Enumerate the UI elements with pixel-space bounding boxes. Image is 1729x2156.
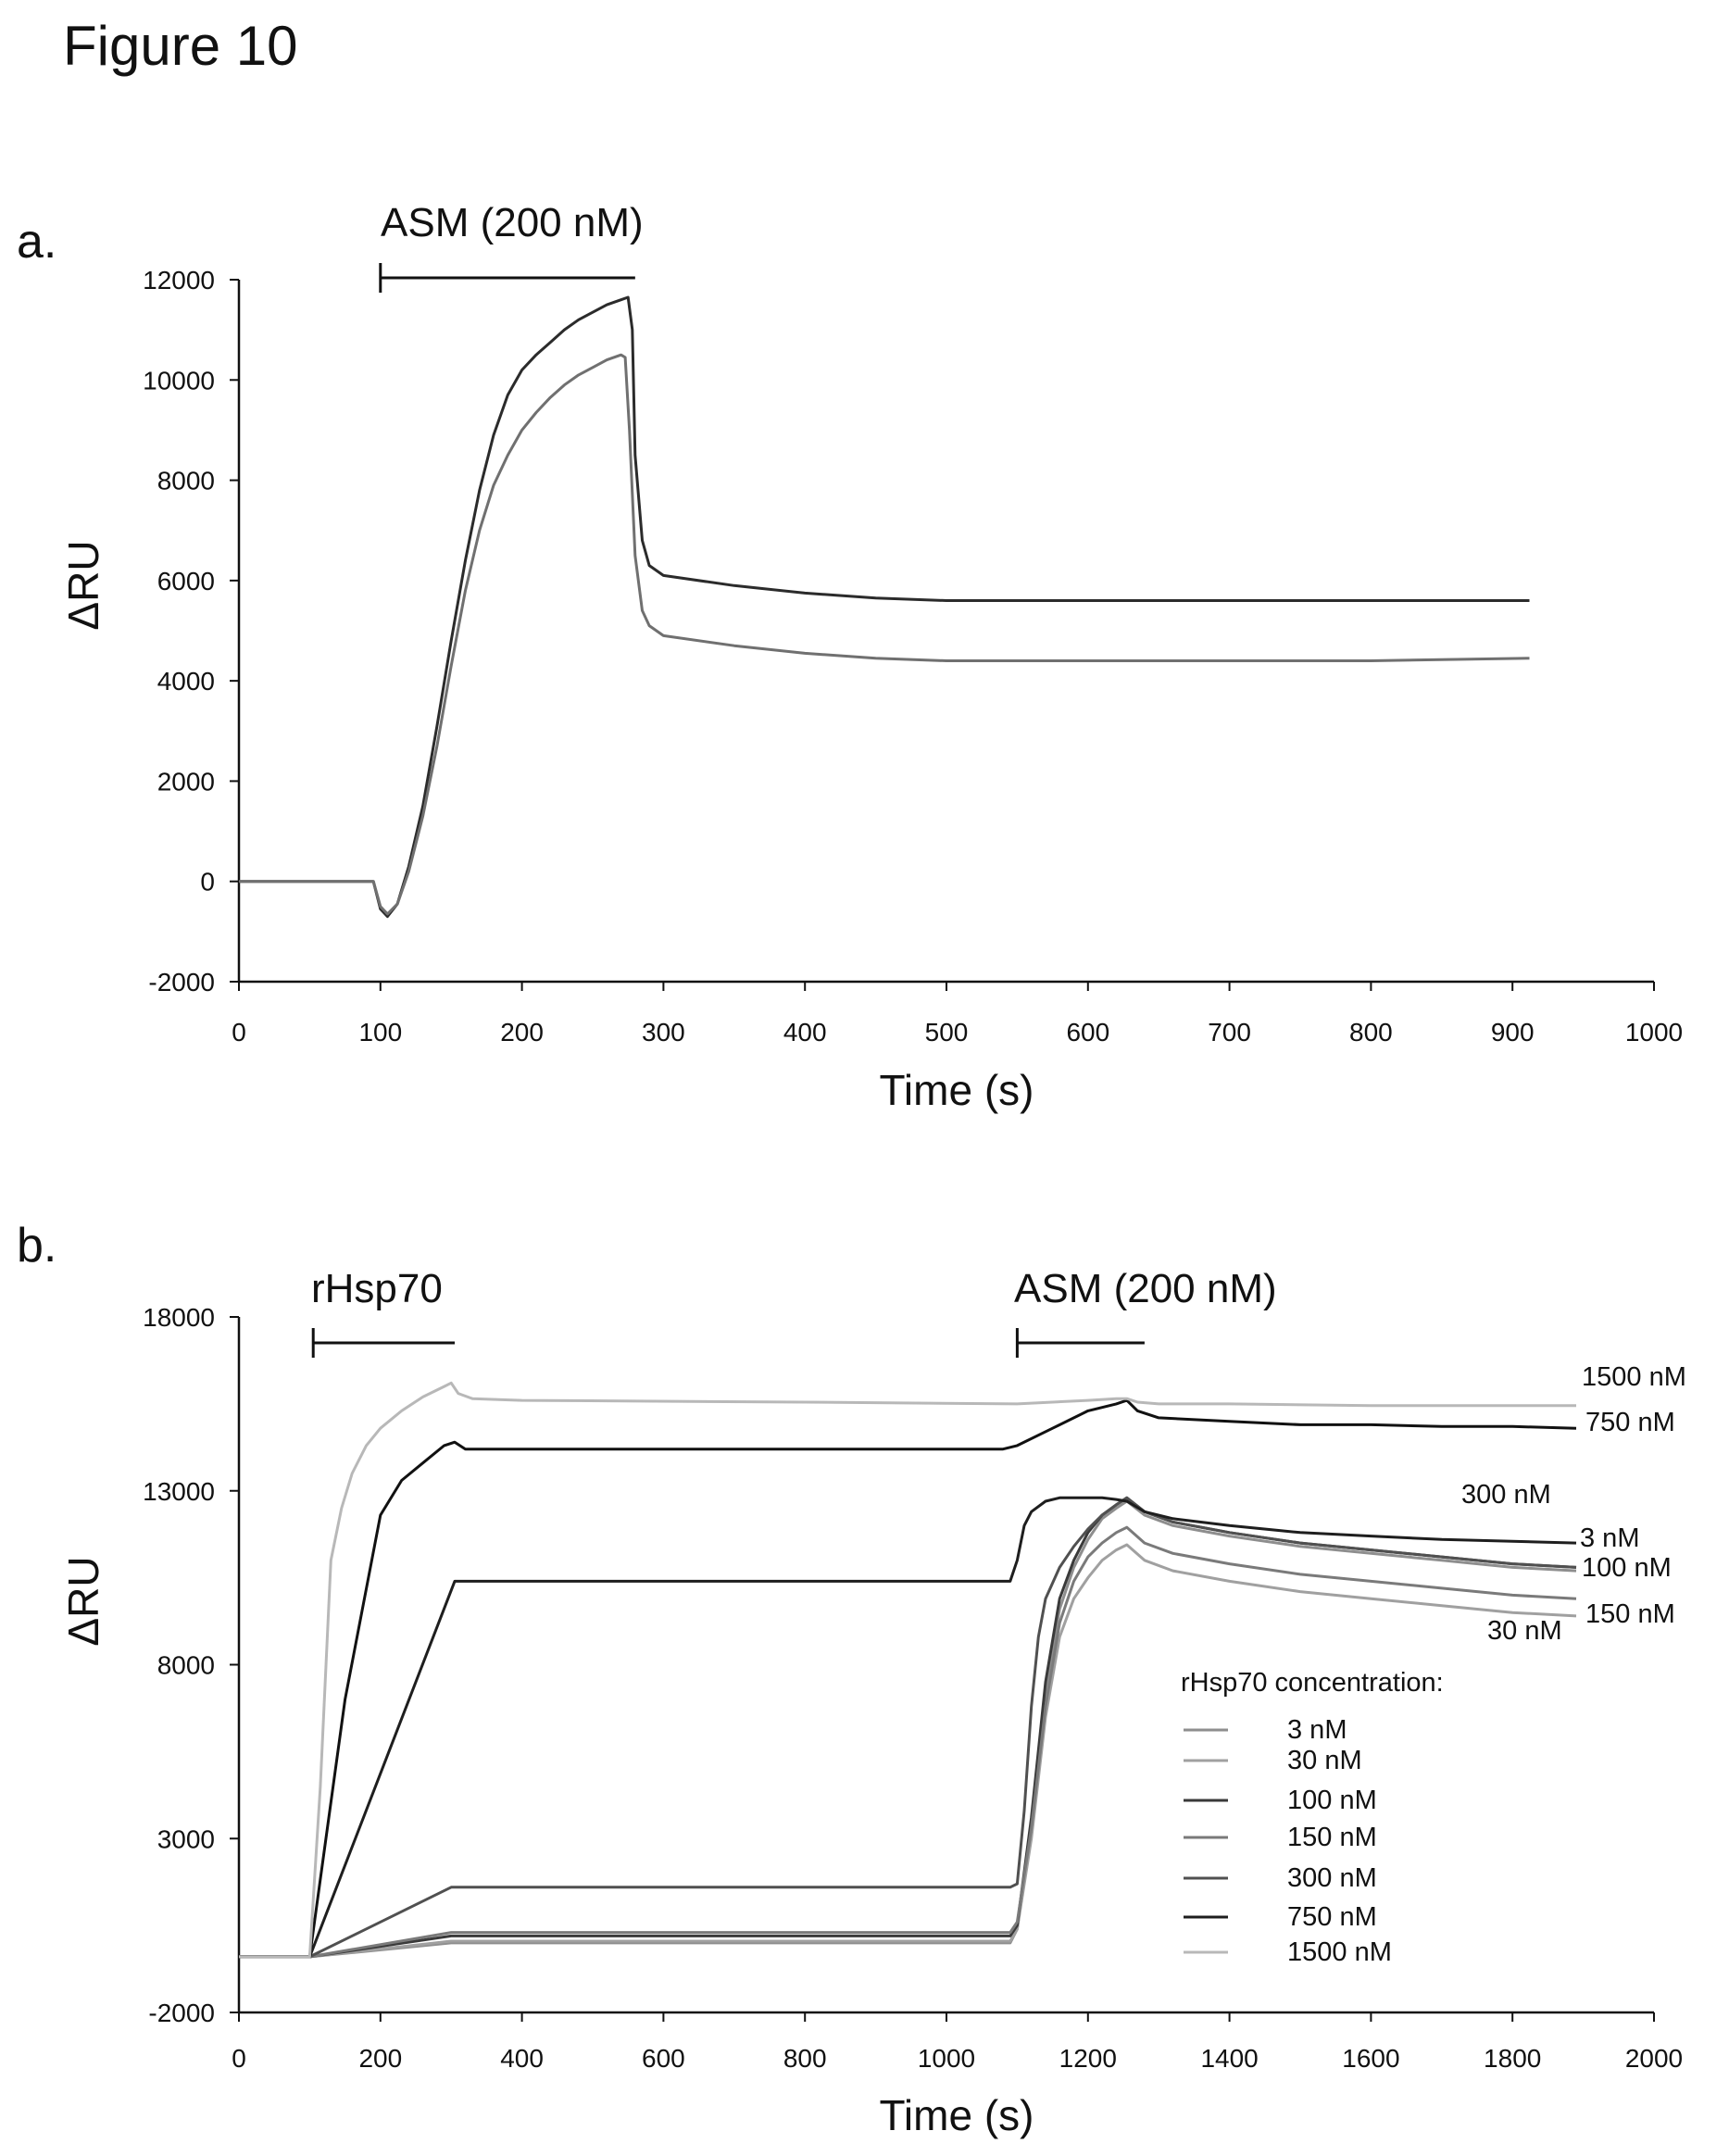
end-label-30nm: 30 nM (1487, 1616, 1562, 1646)
series-line-b-4 (239, 1496, 1577, 1959)
series-line-a-0 (239, 295, 1530, 919)
series-line-a-1 (239, 353, 1530, 916)
legend-label: 750 nM (1287, 1902, 1377, 1932)
x-tick-label: 800 (1349, 1018, 1393, 1047)
x-tick-label: 0 (232, 2044, 246, 2073)
y-tick-label: 12000 (143, 266, 215, 295)
x-tick-label: 1200 (1059, 2044, 1117, 2073)
legend-title: rHsp70 concentration: (1181, 1668, 1444, 1698)
panel-a-asm-annotation: ASM (200 nM) (381, 200, 644, 245)
x-tick-label: 600 (642, 2044, 685, 2073)
x-tick-label: 600 (1066, 1018, 1109, 1047)
x-tick-label: 100 (358, 1018, 402, 1047)
panel-b: b. 0 200 400 600 800 1000 1200 1400 1600 1800 2000… (17, 1219, 1686, 2139)
x-tick-label: 500 (925, 1018, 969, 1047)
panel-b-x-axis-title: Time (s) (880, 2091, 1034, 2139)
panel-a-y-axis-title: ΔRU (59, 540, 107, 630)
x-tick-label: 300 (642, 1018, 685, 1047)
legend-label: 300 nM (1287, 1863, 1377, 1893)
legend-entry-1500nm: 1500 nM (1184, 1937, 1392, 1967)
legend-label: 1500 nM (1287, 1937, 1392, 1967)
panel-a-plot: 0 100 200 300 400 500 600 700 800 900 1000 -2000 0 20… (143, 263, 1683, 1047)
series-line-b-5 (239, 1496, 1577, 1959)
x-tick-label: 700 (1208, 1018, 1251, 1047)
x-tick-label: 400 (500, 2044, 544, 2073)
y-tick-label: 8000 (157, 1651, 215, 1680)
panel-b-label: b. (17, 1219, 56, 1272)
legend-entry-300nm: 300 nM (1184, 1863, 1377, 1893)
panel-b-plot: 0 200 400 600 800 1000 1200 1400 1600 1800 2000 -20… (143, 1303, 1683, 2073)
x-tick-label: 1600 (1342, 2044, 1399, 2073)
legend-label: 100 nM (1287, 1786, 1377, 1815)
x-tick-label: 200 (500, 1018, 544, 1047)
y-tick-label: 13000 (143, 1477, 215, 1506)
end-label-300nm: 300 nM (1461, 1480, 1551, 1510)
y-tick-label: 8000 (157, 467, 215, 495)
y-tick-label: -2000 (148, 1999, 215, 2027)
series-line-b-1 (239, 1543, 1577, 1959)
y-tick-label: 10000 (143, 366, 215, 395)
panel-a-x-axis-title: Time (s) (880, 1066, 1034, 1114)
panel-b-y-axis-title: ΔRU (59, 1556, 107, 1646)
legend-entry-3nm: 3 nM (1184, 1715, 1347, 1745)
x-tick-label: 1800 (1484, 2044, 1541, 2073)
series-line-b-3 (239, 1525, 1577, 1959)
legend-entry-100nm: 100 nM (1184, 1786, 1377, 1815)
panel-b-asm-annotation: ASM (200 nM) (1014, 1266, 1277, 1311)
x-tick-label: 0 (232, 1018, 246, 1047)
end-label-1500nm: 1500 nM (1582, 1362, 1686, 1392)
x-tick-label: 1400 (1200, 2044, 1258, 2073)
y-tick-label: 4000 (157, 667, 215, 696)
x-tick-label: 1000 (1625, 1018, 1683, 1047)
y-tick-label: -2000 (148, 968, 215, 997)
end-label-150nm: 150 nM (1585, 1599, 1675, 1629)
panel-b-legend: rHsp70 concentration: 3 nM 30 nM 100 nM … (1181, 1668, 1444, 1967)
legend-entry-30nm: 30 nM (1184, 1746, 1362, 1775)
figure-title: Figure 10 (63, 15, 297, 77)
y-tick-label: 6000 (157, 567, 215, 595)
y-tick-label: 2000 (157, 767, 215, 796)
end-label-100nm: 100 nM (1582, 1553, 1672, 1583)
end-label-3nm: 3 nM (1580, 1523, 1639, 1553)
panel-a: a. 0 100 200 300 400 500 600 700 800 900 1000 -2000… (17, 200, 1683, 1114)
y-tick-label: 0 (200, 868, 215, 896)
series-line-b-7 (239, 1381, 1576, 1959)
x-tick-label: 200 (358, 2044, 402, 2073)
legend-entry-750nm: 750 nM (1184, 1902, 1377, 1932)
y-tick-label: 18000 (143, 1303, 215, 1332)
legend-label: 30 nM (1287, 1746, 1362, 1775)
legend-label: 3 nM (1287, 1715, 1347, 1745)
y-tick-label: 3000 (157, 1824, 215, 1853)
panel-a-label: a. (17, 215, 56, 269)
end-label-750nm: 750 nM (1585, 1408, 1675, 1437)
x-tick-label: 800 (783, 2044, 827, 2073)
series-line-b-6 (239, 1398, 1577, 1959)
x-tick-label: 2000 (1625, 2044, 1683, 2073)
legend-label: 150 nM (1287, 1823, 1377, 1852)
legend-entry-150nm: 150 nM (1184, 1823, 1377, 1852)
x-tick-label: 900 (1491, 1018, 1535, 1047)
panel-b-rhsp70-annotation: rHsp70 (311, 1266, 443, 1311)
x-tick-label: 400 (783, 1018, 827, 1047)
x-tick-label: 1000 (918, 2044, 975, 2073)
